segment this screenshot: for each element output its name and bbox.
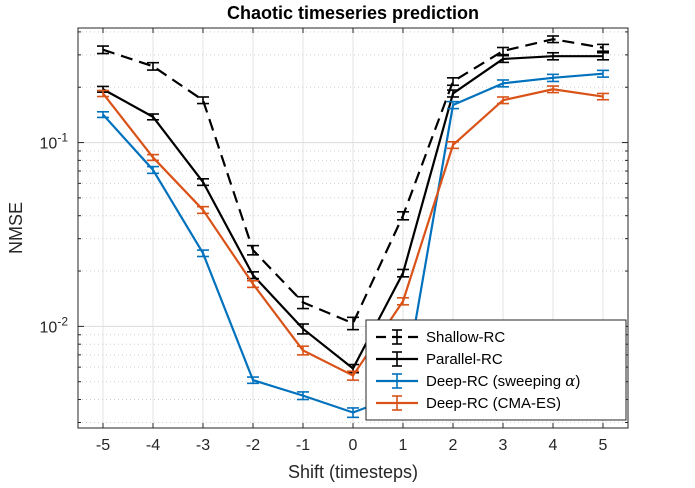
legend: Shallow-RC Parallel-RC Deep-RC (sweeping α…: [365, 319, 627, 421]
error-bar-shallow-rc: [197, 96, 209, 105]
error-bar-deep-rc-cma-es: [347, 370, 359, 381]
legend-label-shallow-rc: Shallow-RC: [426, 329, 505, 346]
error-bar-deep-rc-sweeping: [247, 376, 259, 385]
error-bar-deep-rc-cma-es: [247, 279, 259, 289]
y-axis-label: NMSE: [6, 202, 26, 254]
error-bar-deep-rc-cma-es: [447, 140, 459, 150]
chart-title: Chaotic timeseries prediction: [227, 3, 479, 23]
series-layer: [97, 35, 609, 419]
x-tick-label: 5: [599, 437, 608, 454]
y-tick-label: 10-1: [40, 131, 69, 153]
error-bar-deep-rc-sweeping: [497, 79, 509, 88]
error-bar-deep-rc-cma-es: [147, 153, 159, 162]
error-bar-parallel-rc: [597, 51, 609, 61]
x-tick-label: -1: [296, 437, 310, 454]
error-bar-deep-rc-sweeping: [597, 69, 609, 78]
error-bar-shallow-rc: [247, 244, 259, 256]
error-bar-shallow-rc: [447, 77, 459, 87]
legend-label-deep-rc-cma-es: Deep-RC (CMA-ES): [426, 395, 561, 412]
tick-layer: -5 -4 -3 -2 -1 0 1 2 3 4 5 10-2 10-1: [40, 28, 628, 454]
error-bar-deep-rc-sweeping: [97, 111, 109, 119]
x-tick-label: -3: [196, 437, 210, 454]
error-bar-deep-rc-cma-es: [547, 85, 559, 94]
error-bar-deep-rc-sweeping: [197, 249, 209, 258]
error-bar-deep-rc-cma-es: [497, 96, 509, 105]
error-bar-parallel-rc: [547, 51, 559, 61]
error-bar-shallow-rc: [97, 45, 109, 55]
error-bar-parallel-rc: [397, 268, 409, 278]
error-bar-shallow-rc: [347, 316, 359, 331]
error-bar-shallow-rc: [547, 35, 559, 44]
y-tick-label: 10-2: [40, 314, 69, 336]
error-bar-deep-rc-cma-es: [97, 89, 109, 98]
error-bar-deep-rc-sweeping: [547, 73, 559, 83]
error-bar-shallow-rc: [597, 43, 609, 53]
error-bar-deep-rc-cma-es: [397, 297, 409, 306]
error-bar-parallel-rc: [497, 54, 509, 64]
error-bar-deep-rc-cma-es: [197, 205, 209, 215]
error-bar-parallel-rc: [447, 89, 459, 98]
x-tick-label: -2: [246, 437, 260, 454]
error-bar-deep-rc-sweeping: [147, 165, 159, 175]
error-bar-shallow-rc: [297, 295, 309, 310]
x-tick-label: 3: [499, 437, 508, 454]
error-bar-parallel-rc: [147, 113, 159, 121]
x-tick-label: -5: [96, 437, 110, 454]
error-bar-deep-rc-cma-es: [597, 92, 609, 101]
x-axis-label: Shift (timesteps): [288, 462, 418, 482]
error-bar-deep-rc-sweeping: [297, 391, 309, 401]
legend-label-parallel-rc: Parallel-RC: [426, 351, 503, 368]
error-bar-parallel-rc: [297, 323, 309, 335]
x-tick-label: 0: [349, 437, 358, 454]
legend-label-deep-rc-sweeping: Deep-RC (sweeping α): [426, 372, 580, 390]
error-bar-deep-rc-sweeping: [447, 100, 459, 110]
x-tick-label: 4: [549, 437, 558, 454]
error-bar-shallow-rc: [397, 211, 409, 221]
error-bar-shallow-rc: [147, 61, 159, 71]
x-tick-label: 1: [399, 437, 408, 454]
error-bar-deep-rc-sweeping: [347, 407, 359, 419]
error-bar-deep-rc-cma-es: [297, 345, 309, 356]
x-tick-label: -4: [146, 437, 160, 454]
error-bar-shallow-rc: [497, 46, 509, 56]
error-bar-parallel-rc: [197, 178, 209, 187]
x-tick-label: 2: [449, 437, 458, 454]
